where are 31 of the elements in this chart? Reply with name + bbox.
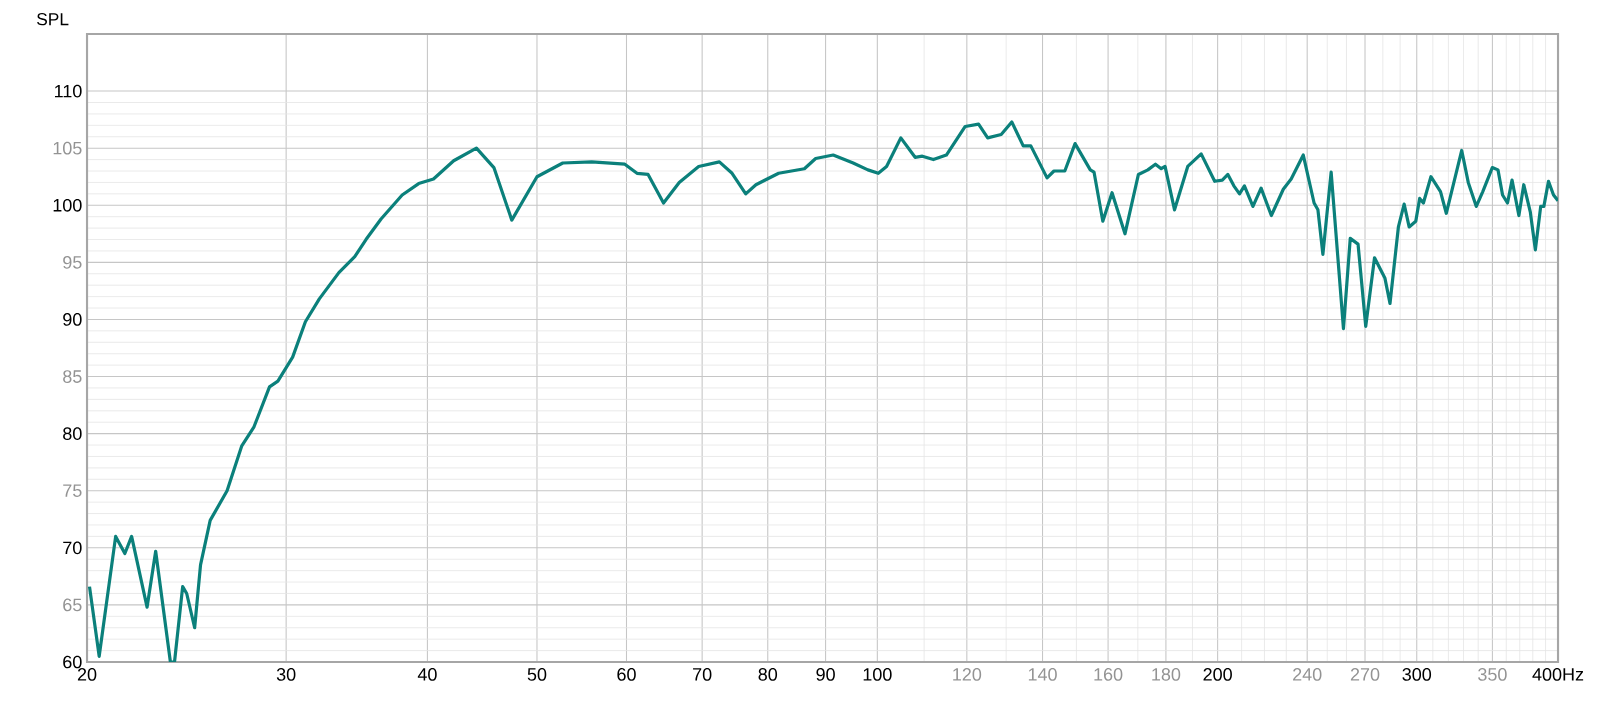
- y-tick-label: 65: [63, 598, 82, 612]
- x-tick-label: 270: [1350, 668, 1380, 681]
- x-tick-label: 90: [816, 668, 835, 681]
- y-tick-label: 90: [63, 313, 82, 326]
- x-tick-label: 40: [417, 668, 437, 681]
- x-tick-label: 300: [1402, 668, 1432, 681]
- y-axis-title: SPL: [37, 13, 69, 26]
- y-tick-label: 75: [63, 484, 82, 497]
- x-tick-label: 120: [953, 668, 982, 681]
- x-tick-label: 200: [1203, 668, 1232, 681]
- x-tick-label: 160: [1094, 668, 1123, 681]
- y-tick-label: 70: [63, 541, 82, 555]
- y-tick-label: 85: [63, 370, 82, 383]
- x-tick-label: 20: [77, 668, 97, 681]
- x-tick-label: 70: [693, 668, 712, 681]
- y-tick-label: 80: [63, 427, 82, 440]
- x-tick-label: 60: [617, 668, 636, 681]
- y-tick-label: 105: [53, 141, 82, 155]
- x-tick-label: 50: [527, 668, 547, 681]
- y-tick-label: 95: [63, 255, 82, 269]
- x-tick-label: 30: [276, 668, 296, 681]
- x-tick-label: 350: [1478, 668, 1507, 681]
- x-tick-label: 100: [863, 668, 892, 681]
- y-tick-label: 100: [53, 198, 82, 212]
- x-tick-label: 140: [1028, 668, 1057, 681]
- y-tick-label: 110: [55, 84, 82, 98]
- x-tick-label: 240: [1293, 668, 1322, 681]
- y-tick-label: 60: [63, 655, 82, 669]
- x-tick-label: 80: [758, 668, 778, 681]
- x-tick-label: 400Hz: [1532, 668, 1584, 681]
- x-tick-label: 180: [1152, 668, 1181, 681]
